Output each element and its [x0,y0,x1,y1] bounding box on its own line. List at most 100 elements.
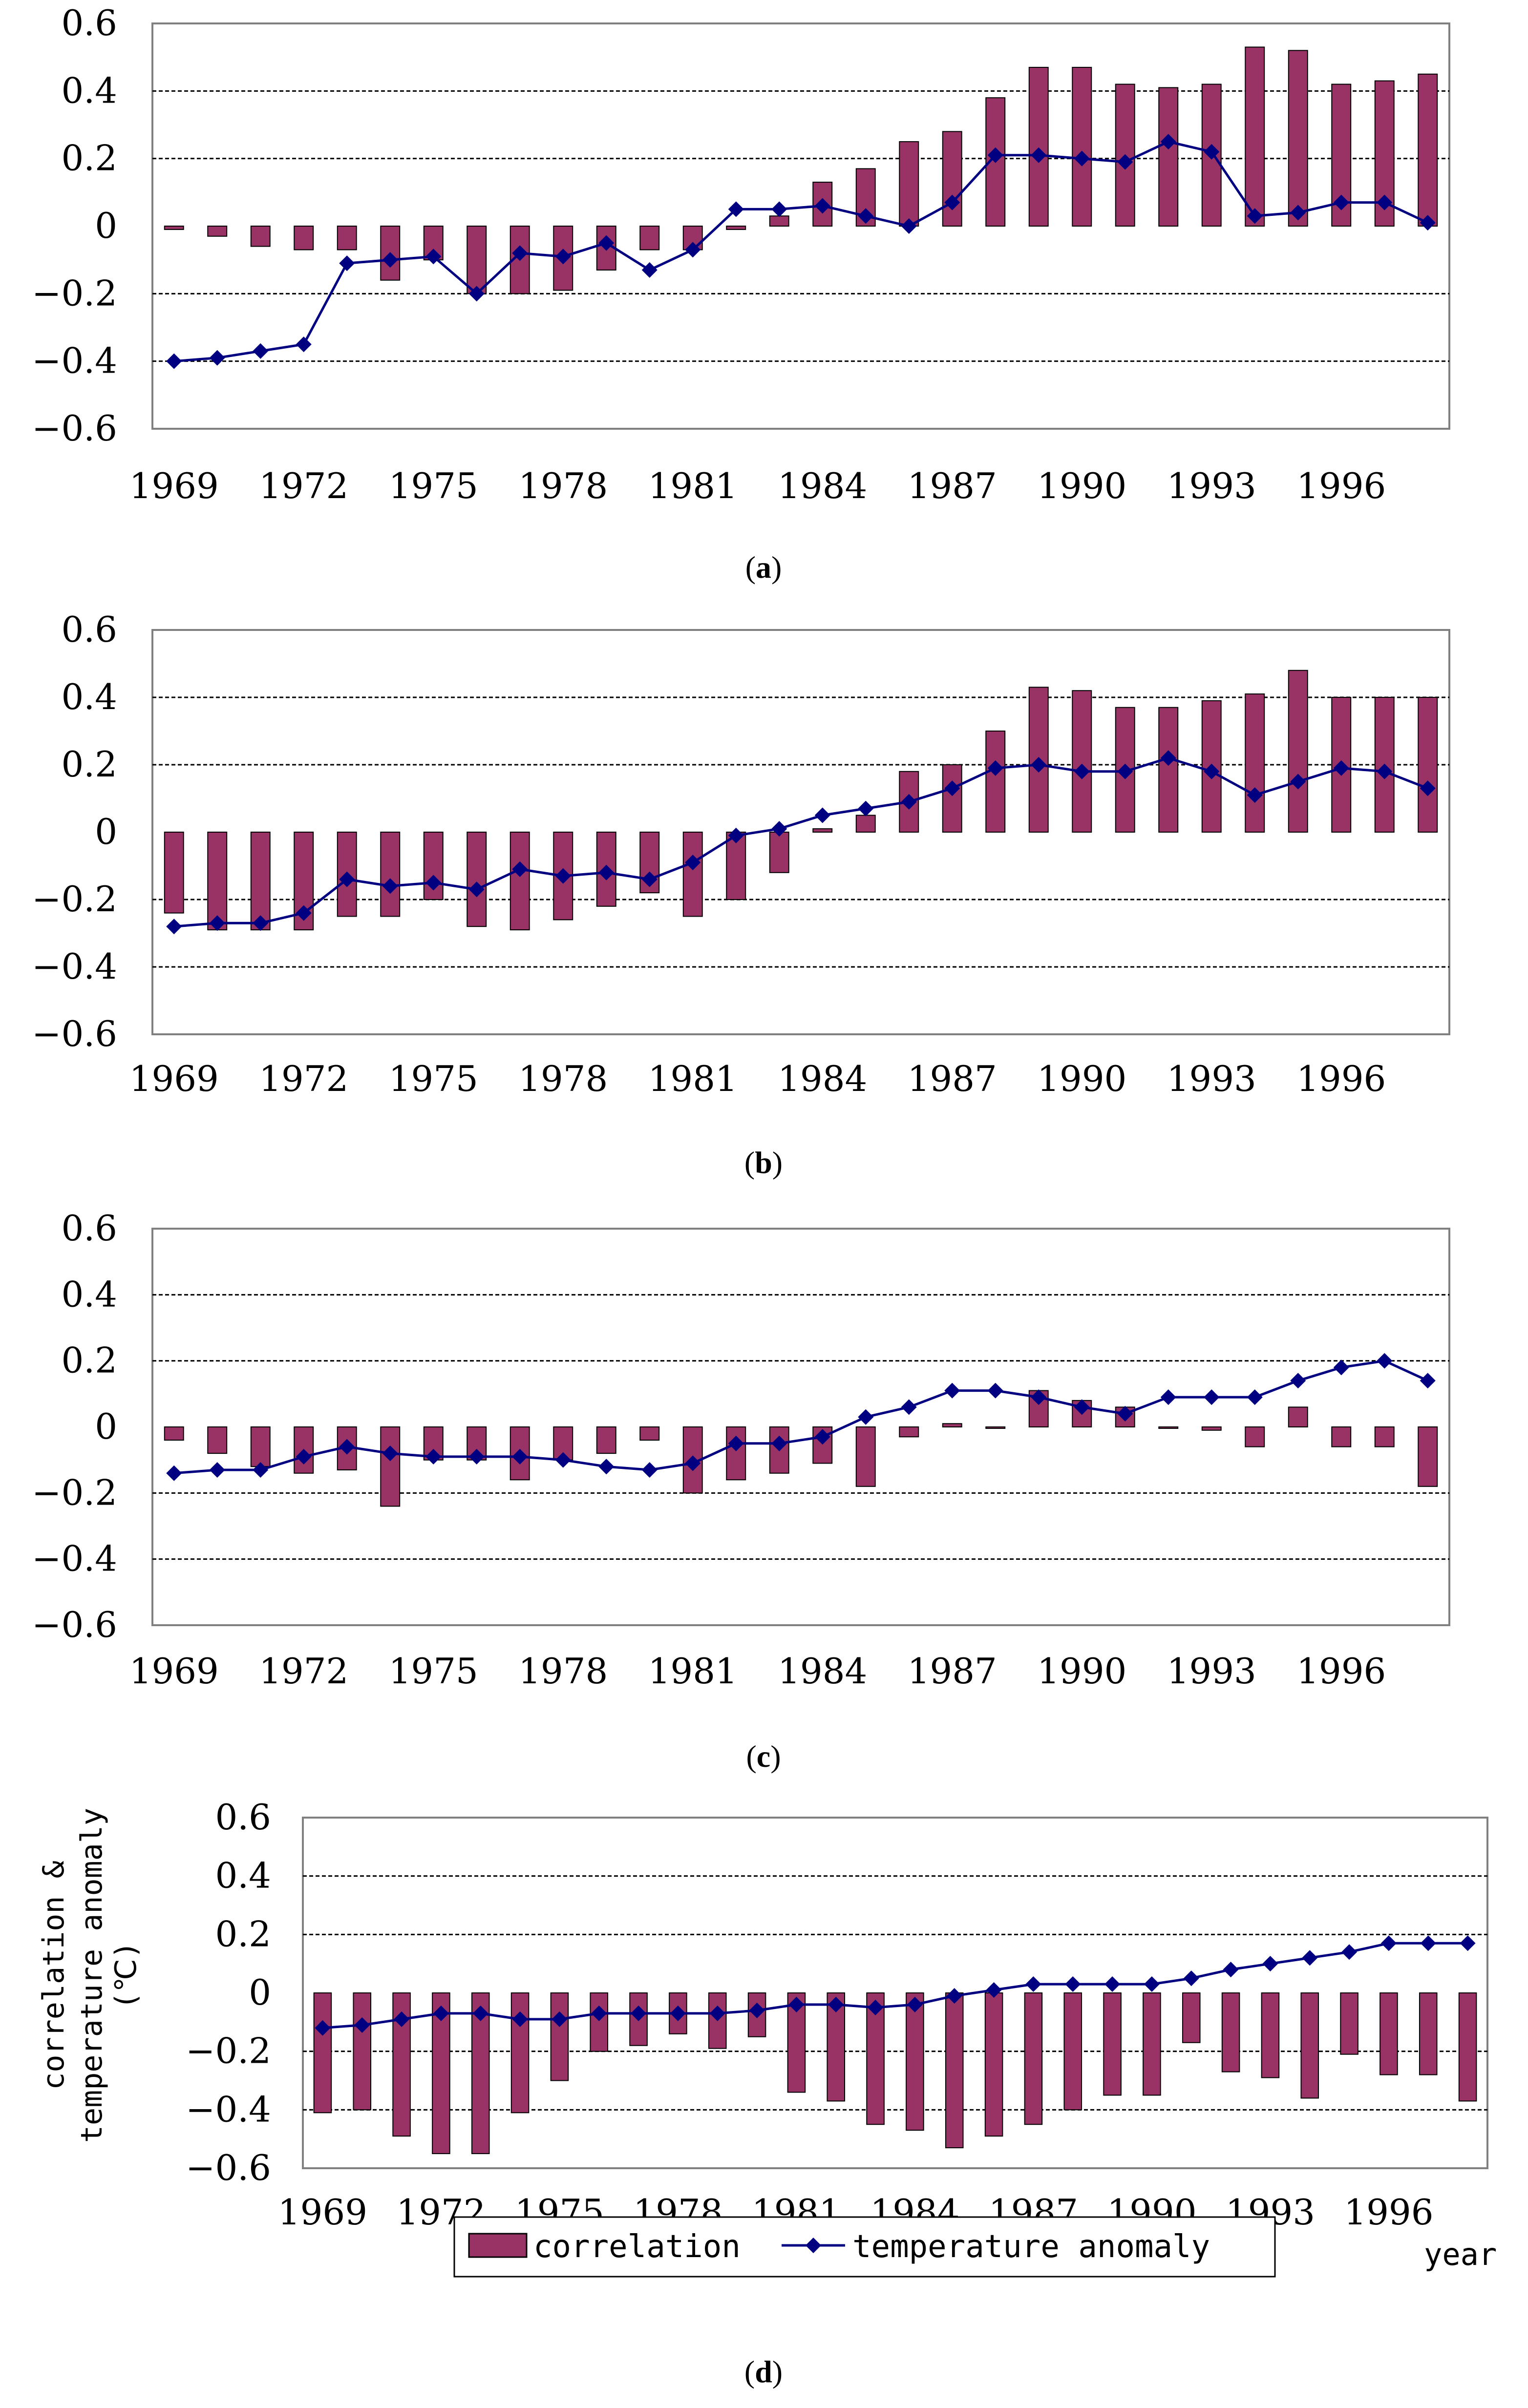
y-tick-label-d-3: 0 [249,1972,271,2013]
temperature-point-d-1993 [1262,1956,1278,1972]
temperature-point-a-1972 [296,336,312,353]
x-tick-label-c-9: 1996 [1296,1651,1386,1692]
bar-a-1969 [164,226,184,230]
temperature-point-b-1991 [1117,763,1133,779]
x-tick-label-a-3: 1978 [518,465,608,506]
bar-b-1994 [1245,693,1265,833]
temperature-point-c-1998 [1420,1373,1436,1389]
y-tick-label-d-4: −0.2 [186,2031,271,2072]
temperature-point-c-1985 [858,1409,874,1425]
temperature-point-c-1983 [771,1435,787,1451]
legend: correlation temperature anomaly [453,2216,1276,2278]
y-axis-label-line3: (℃) [109,1941,143,2010]
x-tick-label-d-0: 1969 [278,2192,367,2233]
temperature-point-c-1997 [1377,1353,1393,1369]
temperature-point-a-1973 [339,255,355,272]
temperature-point-b-1986 [901,794,917,810]
temperature-point-d-1973 [472,2005,488,2021]
temperature-point-a-1977 [512,245,528,261]
bar-d-1993 [1261,1992,1280,2078]
bar-d-1997 [1419,1992,1438,2075]
x-tick-label-c-6: 1987 [908,1651,997,1692]
temperature-point-d-1982 [828,1996,844,2012]
temperature-point-b-1972 [296,905,312,921]
bar-d-1974 [510,1992,530,2114]
x-tick-label-b-4: 1981 [648,1058,738,1099]
temperature-point-a-1986 [901,218,917,234]
bar-c-1980 [639,1426,660,1441]
temperature-point-d-1988 [1065,1976,1081,1992]
panel-caption-a: (a) [745,550,782,585]
temperature-point-b-1974 [382,878,398,894]
bar-d-1992 [1221,1992,1240,2073]
x-tick-label-c-5: 1984 [778,1651,867,1692]
temperature-point-c-1984 [814,1429,830,1445]
bar-a-1994 [1245,46,1265,227]
temperature-point-b-1992 [1160,750,1176,766]
bar-c-1969 [164,1426,184,1441]
y-tick-label-b-0: 0.6 [61,609,117,650]
bar-b-1988 [985,731,1006,833]
y-tick-label-d-5: −0.4 [186,2089,271,2130]
x-tick-label-a-8: 1993 [1167,465,1256,506]
temperature-line-b [174,756,1428,928]
temperature-point-c-1972 [296,1448,312,1465]
temperature-point-c-1993 [1204,1389,1220,1405]
temperature-point-a-1991 [1117,154,1133,170]
temperature-point-b-1969 [166,919,182,935]
legend-swatch-correlation [468,2233,528,2258]
bar-d-1986 [984,1992,1003,2137]
bar-a-1991 [1115,84,1135,227]
bar-b-1970 [207,832,228,931]
bar-a-1981 [682,226,703,251]
temperature-point-a-1969 [166,353,182,369]
temperature-point-b-1987 [944,780,960,796]
temperature-point-d-1978 [670,2005,686,2021]
temperature-point-d-1985 [946,1988,962,2004]
temperature-point-c-1973 [339,1439,355,1455]
temperature-point-c-1970 [209,1462,225,1478]
bar-c-1986 [899,1426,919,1438]
bar-b-1971 [250,832,271,931]
x-tick-label-b-0: 1969 [129,1058,219,1099]
temperature-point-b-1988 [987,760,1003,776]
bar-b-1984 [812,828,833,833]
temperature-point-a-1993 [1204,144,1220,160]
temperature-point-d-1990 [1144,1976,1160,1992]
bar-d-1991 [1182,1992,1201,2043]
temperature-point-d-1969 [315,2020,331,2036]
chart-panel-b: 0.6 0.4 0.2 0 −0.2 −0.4 −0.6 1969 1972 1975 1978 19… [32,609,1450,1180]
temperature-point-b-1998 [1420,780,1436,796]
bar-a-1980 [639,226,660,251]
bar-c-1971 [250,1426,271,1467]
bar-b-1983 [769,832,789,873]
temperature-point-d-1986 [986,1982,1002,1998]
temperature-point-c-1988 [987,1382,1003,1399]
x-tick-label-b-9: 1996 [1296,1058,1386,1099]
bar-d-1990 [1143,1992,1161,2096]
temperature-point-d-1974 [512,2011,528,2027]
bar-c-1987 [942,1423,962,1428]
bar-c-1992 [1158,1426,1179,1429]
y-tick-label-b-3: 0 [95,811,117,852]
temperature-point-b-1976 [468,881,485,898]
temperature-point-c-1994 [1247,1389,1263,1405]
y-tick-label-c-1: 0.4 [61,1274,117,1315]
temperature-point-c-1996 [1333,1360,1349,1376]
bar-b-1981 [682,832,703,917]
x-tick-label-a-5: 1984 [778,465,867,506]
temperature-point-c-1976 [468,1448,485,1465]
bar-d-1985 [945,1992,964,2149]
temperature-point-a-1970 [209,350,225,366]
bar-d-1996 [1379,1992,1398,2075]
y-tick-label-c-5: −0.4 [32,1538,117,1579]
temperature-point-c-1980 [641,1462,658,1478]
panel-caption-d: (d) [744,2354,783,2389]
y-tick-label-a-1: 0.4 [61,70,117,111]
y-tick-label-c-0: 0.6 [61,1208,117,1249]
y-tick-label-a-3: 0 [95,205,117,246]
bar-a-1986 [899,141,919,227]
x-tick-label-a-1: 1972 [259,465,348,506]
temperature-point-d-1997 [1420,1935,1436,1951]
